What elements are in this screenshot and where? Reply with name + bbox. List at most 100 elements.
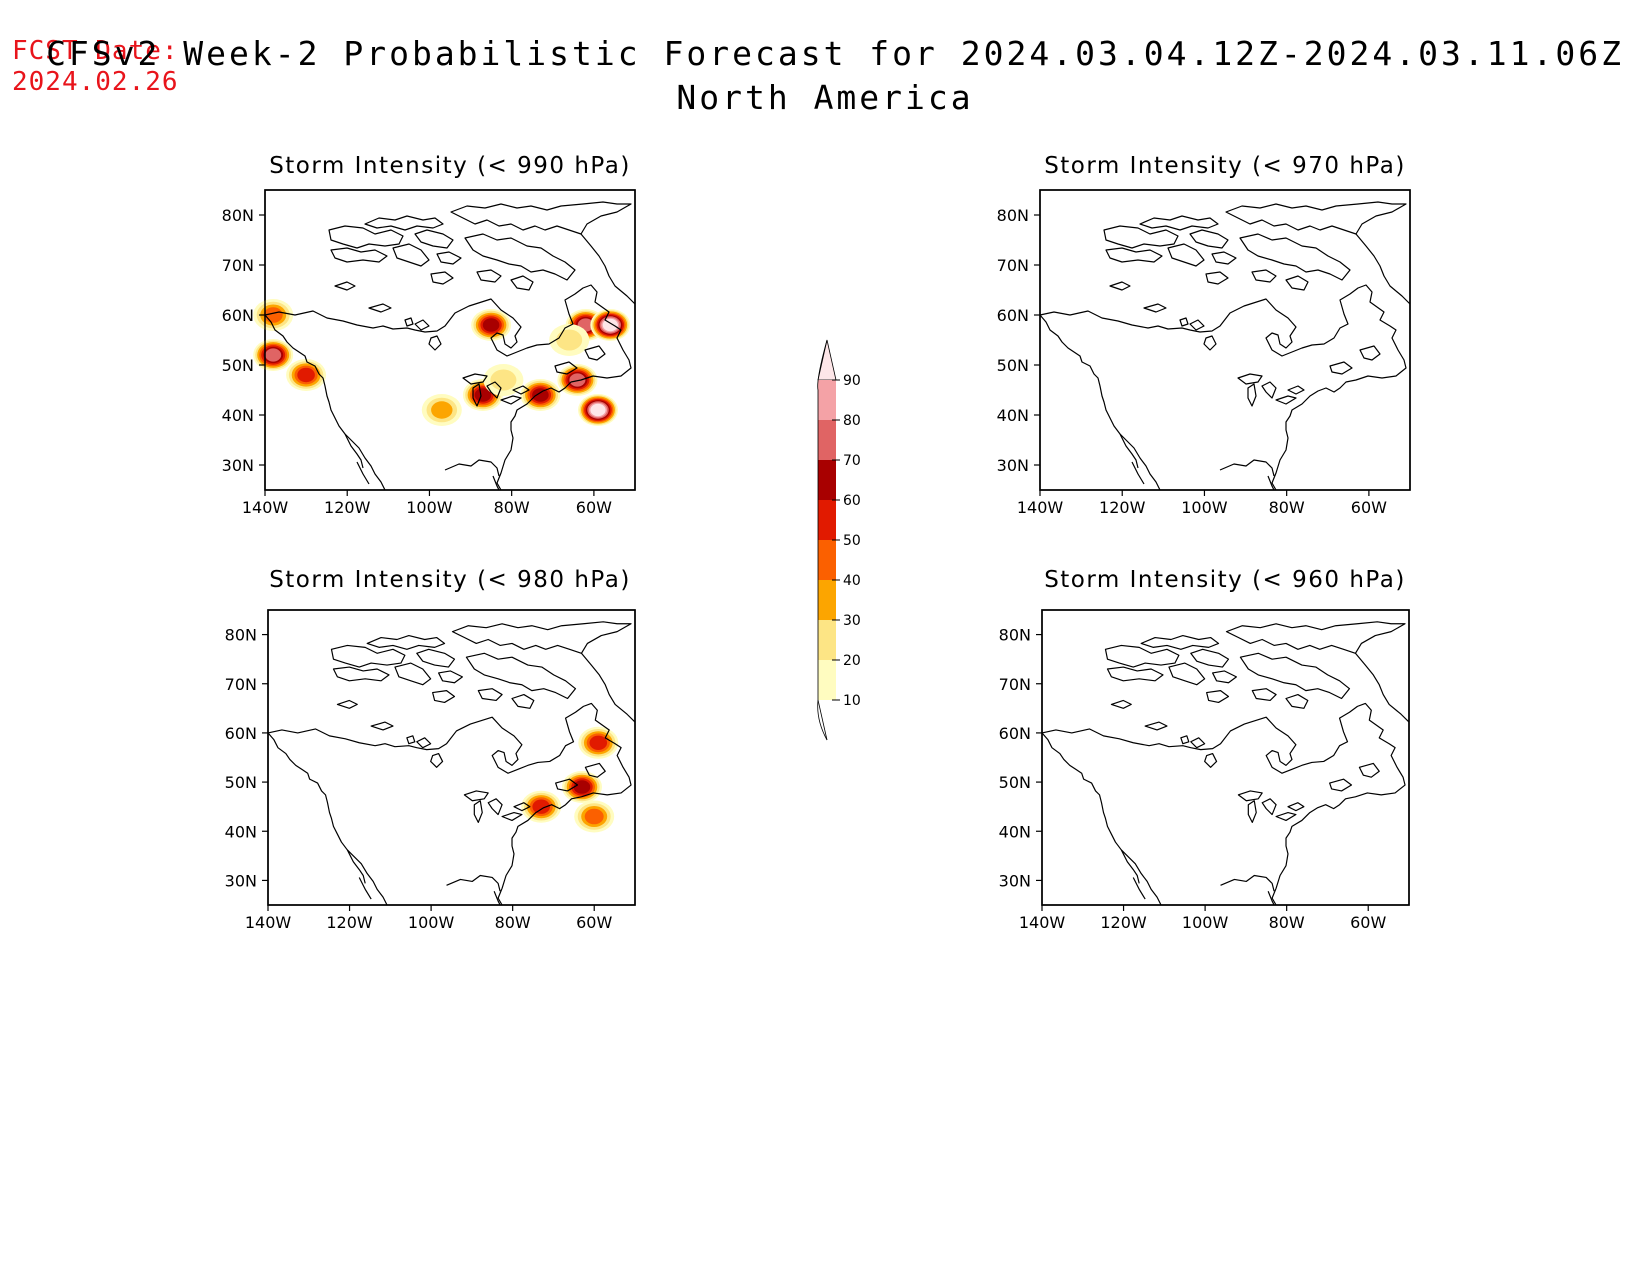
colorbar-box — [818, 580, 836, 620]
lon-tick-label: 60W — [1350, 913, 1386, 932]
probability-cell — [556, 329, 583, 351]
probability-cell — [265, 348, 282, 362]
probability-cell — [602, 318, 618, 332]
probability-cell — [584, 808, 604, 825]
main-title: CFSv2 Week-2 Probabilistic Forecast for … — [0, 32, 1650, 120]
lon-tick-label: 100W — [408, 913, 455, 932]
lat-tick-label: 70N — [222, 256, 254, 275]
lat-tick-label: 70N — [225, 675, 257, 694]
colorbar-boxes — [817, 339, 837, 741]
colorbar-tick-label: 30 — [843, 613, 861, 629]
colorbar-box — [818, 500, 836, 540]
probability-cell — [482, 318, 500, 332]
lon-tick-label: 80W — [494, 498, 530, 517]
colorbar-box — [818, 660, 836, 700]
colorbar-box — [818, 540, 836, 580]
map-frame — [1039, 189, 1411, 491]
lon-tick-label: 80W — [1269, 498, 1305, 517]
colorbar-tick-label: 90 — [843, 373, 861, 389]
colorbar: 10 20 30 40 50 60 70 80 90 — [817, 339, 861, 741]
lon-tick-label: 120W — [1100, 913, 1147, 932]
probability-cell — [431, 401, 453, 419]
lat-tick-label: 40N — [225, 822, 257, 841]
panel-title: Storm Intensity (< 980 hPa) — [269, 567, 631, 593]
probability-cell — [589, 735, 608, 750]
lon-tick-label: 100W — [406, 498, 453, 517]
lon-tick-label: 60W — [1351, 498, 1387, 517]
colorbar-box — [818, 620, 836, 660]
lon-tick-label: 100W — [1182, 913, 1229, 932]
lon-tick-label: 80W — [495, 913, 531, 932]
panel-980hpa: Storm Intensity (< 980 hPa) 80N 70N 60N 50N… — [225, 567, 636, 932]
colorbar-tick-label: 10 — [843, 693, 861, 709]
lat-tick-label: 50N — [225, 773, 257, 792]
main-title-line2: North America — [676, 78, 974, 117]
panel-title: Storm Intensity (< 960 hPa) — [1044, 567, 1406, 593]
lat-axis: 80N 70N 60N 50N 40N 30N — [997, 206, 1040, 475]
lat-tick-label: 60N — [225, 724, 257, 743]
panel-title: Storm Intensity (< 970 hPa) — [1044, 153, 1406, 179]
colorbar-tick-label: 80 — [843, 413, 861, 429]
lon-tick-label: 80W — [1269, 913, 1305, 932]
lat-tick-label: 80N — [225, 626, 257, 645]
colorbar-tick-label: 50 — [843, 533, 861, 549]
colorbar-box — [818, 460, 836, 500]
lon-tick-label: 140W — [1019, 913, 1066, 932]
colorbar-cap-top — [817, 339, 837, 381]
main-title-line1: CFSv2 Week-2 Probabilistic Forecast for … — [46, 34, 1624, 73]
lat-tick-label: 30N — [225, 871, 257, 890]
colorbar-box — [818, 420, 836, 460]
lon-axis: 140W 120W 100W 80W 60W — [1019, 905, 1386, 932]
panel-title: Storm Intensity (< 990 hPa) — [269, 153, 631, 179]
lon-tick-label: 60W — [576, 498, 612, 517]
lat-tick-label: 80N — [997, 206, 1029, 225]
probability-cell — [532, 388, 549, 402]
lat-tick-label: 50N — [222, 356, 254, 375]
lat-tick-label: 40N — [999, 822, 1031, 841]
colorbar-tick-label: 20 — [843, 653, 861, 669]
lat-tick-label: 40N — [997, 406, 1029, 425]
lat-tick-label: 80N — [999, 626, 1031, 645]
probability-cell — [590, 403, 606, 417]
fcst-date-caption: FCST Date: — [12, 36, 179, 66]
lon-tick-label: 100W — [1181, 498, 1228, 517]
lon-tick-label: 120W — [1099, 498, 1146, 517]
lat-tick-label: 50N — [997, 356, 1029, 375]
lat-tick-label: 80N — [222, 206, 254, 225]
probability-cell — [532, 799, 550, 814]
map-frame — [267, 609, 636, 906]
lat-tick-label: 60N — [997, 306, 1029, 325]
lat-tick-label: 30N — [997, 456, 1029, 475]
lat-tick-label: 40N — [222, 406, 254, 425]
map-frame — [1041, 609, 1410, 906]
lat-axis: 80N 70N 60N 50N 40N 30N — [222, 206, 265, 475]
lat-tick-label: 60N — [222, 306, 254, 325]
colorbar-tick-label: 40 — [843, 573, 861, 589]
lat-tick-label: 70N — [999, 675, 1031, 694]
lon-tick-label: 120W — [326, 913, 373, 932]
probability-cell — [474, 388, 492, 402]
fcst-date-value: 2024.02.26 — [12, 67, 179, 97]
lon-tick-label: 140W — [245, 913, 292, 932]
lat-axis: 80N 70N 60N 50N 40N 30N — [999, 626, 1042, 890]
colorbar-ticks: 10 20 30 40 50 60 70 80 90 — [832, 373, 861, 709]
lat-tick-label: 60N — [999, 724, 1031, 743]
forecast-date-label: FCST Date: 2024.02.26 — [12, 36, 179, 98]
lat-tick-label: 30N — [222, 456, 254, 475]
probability-cell — [573, 780, 591, 794]
panel-960hpa: Storm Intensity (< 960 hPa) 80N 70N 60N 50N… — [999, 567, 1410, 932]
lon-tick-label: 140W — [242, 498, 289, 517]
probability-cell — [297, 367, 315, 383]
lat-tick-label: 30N — [999, 871, 1031, 890]
lon-axis: 140W 120W 100W 80W 60W — [242, 490, 612, 517]
colorbar-cap-bottom — [817, 699, 828, 741]
colorbar-box — [818, 380, 836, 420]
lat-axis: 80N 70N 60N 50N 40N 30N — [225, 626, 268, 890]
colorbar-tick-label: 60 — [843, 493, 861, 509]
lat-tick-label: 50N — [999, 773, 1031, 792]
panel-990hpa: Storm Intensity (< 990 hPa) 80N 70N 60N 50N… — [222, 153, 636, 517]
lat-tick-label: 70N — [997, 256, 1029, 275]
lon-axis: 140W 120W 100W 80W 60W — [1017, 490, 1387, 517]
panel-970hpa: Storm Intensity (< 970 hPa) 80N 70N 60N 50N… — [997, 153, 1411, 517]
